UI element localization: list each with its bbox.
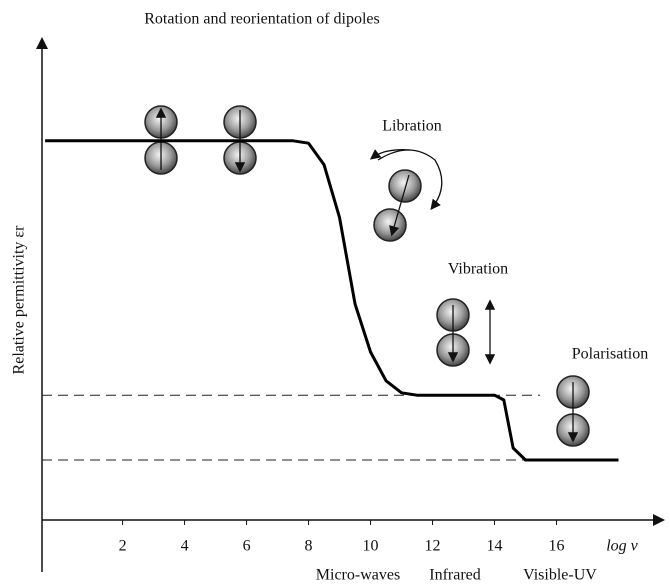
y-axis-label: Relative permittivity εr bbox=[11, 225, 28, 375]
annotation: Polarisation bbox=[572, 346, 648, 363]
x-tick-label: 2 bbox=[119, 538, 127, 555]
x-axis-label: log ν bbox=[606, 538, 638, 555]
x-tick-label: 8 bbox=[305, 538, 313, 555]
x-tick-label: 6 bbox=[243, 538, 251, 555]
x-tick-label: 16 bbox=[549, 538, 565, 555]
region-label: Visible-UV bbox=[523, 567, 597, 584]
x-tick-label: 4 bbox=[181, 538, 189, 555]
chart: Rotation and reorientation of dipoles Re… bbox=[0, 0, 670, 585]
annotation: Libration bbox=[382, 118, 442, 135]
annotation: Vibration bbox=[448, 261, 508, 278]
data-line bbox=[45, 141, 618, 460]
x-tick-label: 12 bbox=[425, 538, 441, 555]
x-tick-label: 10 bbox=[363, 538, 379, 555]
region-label: Infrared bbox=[429, 567, 481, 584]
x-tick-label: 14 bbox=[487, 538, 503, 555]
chart-title: Rotation and reorientation of dipoles bbox=[144, 11, 380, 28]
region-label: Micro-waves bbox=[316, 567, 400, 584]
